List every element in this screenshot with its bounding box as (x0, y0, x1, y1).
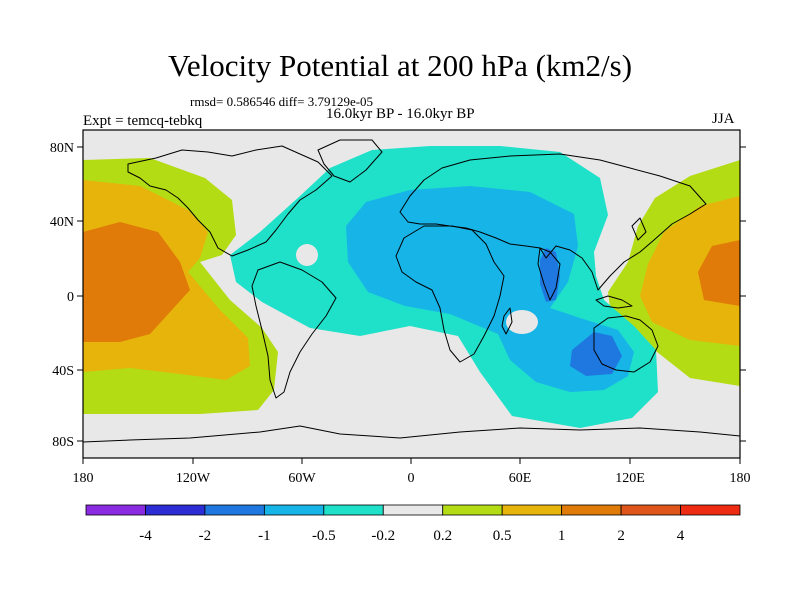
coast-madagascar (501, 307, 513, 335)
lon-tick-label: 180 (73, 471, 94, 486)
colorbar-label: -1 (258, 528, 271, 544)
colorbar-label: 1 (558, 528, 566, 544)
coast-greenland (317, 139, 383, 183)
coast-south-america (251, 261, 337, 399)
coast-antarctica (83, 425, 740, 443)
contour-hole-atlantic (296, 244, 318, 266)
colorbar-label: -0.2 (371, 528, 395, 544)
contour-negative-1-india (540, 248, 560, 302)
latitude-axis: 80N 40N 0 40S 80S (50, 141, 746, 450)
lon-tick-label: 0 (408, 471, 415, 486)
colorbar-label: -0.5 (312, 528, 336, 544)
colorbar-swatch (145, 504, 206, 516)
page-title: Velocity Potential at 200 hPa (km2/s) (167, 48, 633, 83)
colorbar: -4 -2 -1 -0.5 -0.2 0.2 0.5 1 2 4 (85, 504, 741, 544)
coast-islands-east (631, 217, 647, 241)
lon-tick-label: 60E (509, 471, 532, 486)
coast-islands-indonesia (595, 295, 633, 309)
lon-tick-label: 120W (176, 471, 211, 486)
colorbar-swatch (382, 504, 444, 516)
colorbar-label: 0.5 (493, 528, 512, 544)
coastlines (83, 139, 740, 443)
experiment-label: Expt = temcq-tebkq (83, 113, 203, 129)
lat-tick-label: 40N (50, 215, 74, 230)
coast-eurasia (399, 153, 707, 291)
contour-hole-madagascar (506, 310, 538, 334)
season-label: JJA (712, 111, 735, 127)
colorbar-swatch (323, 504, 384, 516)
colorbar-label: 0.2 (433, 528, 452, 544)
lat-tick-label: 80N (50, 141, 74, 156)
colorbar-swatch (85, 504, 146, 516)
period-label: 16.0kyr BP - 16.0kyr BP (326, 106, 475, 122)
colorbar-swatch (501, 504, 563, 516)
lat-tick-label: 0 (67, 290, 74, 305)
contour-pacific-east-0.5 (640, 196, 740, 346)
contour-pacific-west-1 (83, 222, 190, 342)
contour-negative-0.5 (346, 186, 634, 392)
colorbar-swatch (263, 504, 325, 516)
longitude-axis: 180 120W 60W 0 60E 120E 180 (73, 458, 751, 486)
colorbar-label: 2 (617, 528, 625, 544)
colorbar-label: 4 (677, 528, 685, 544)
colorbar-swatch (442, 504, 503, 516)
colorbar-swatch (561, 504, 622, 516)
lon-tick-label: 60W (288, 471, 316, 486)
contour-pacific-east-1 (698, 240, 740, 306)
coast-australia (593, 315, 659, 373)
lat-tick-label: 80S (52, 435, 74, 450)
colorbar-swatch (204, 504, 265, 516)
colorbar-label: -4 (139, 528, 152, 544)
lat-tick-label: 40S (52, 364, 74, 379)
lon-tick-label: 120E (615, 471, 645, 486)
coast-north-america (127, 145, 333, 257)
colorbar-label: -2 (199, 528, 212, 544)
coast-africa (395, 225, 505, 363)
stats-text: rmsd= 0.586546 diff= 3.79129e-05 (190, 94, 374, 109)
coast-india (537, 247, 561, 301)
colorbar-swatch (680, 504, 741, 516)
map-plot-area (83, 130, 740, 458)
colorbar-swatch (620, 504, 681, 516)
lon-tick-label: 180 (730, 471, 751, 486)
